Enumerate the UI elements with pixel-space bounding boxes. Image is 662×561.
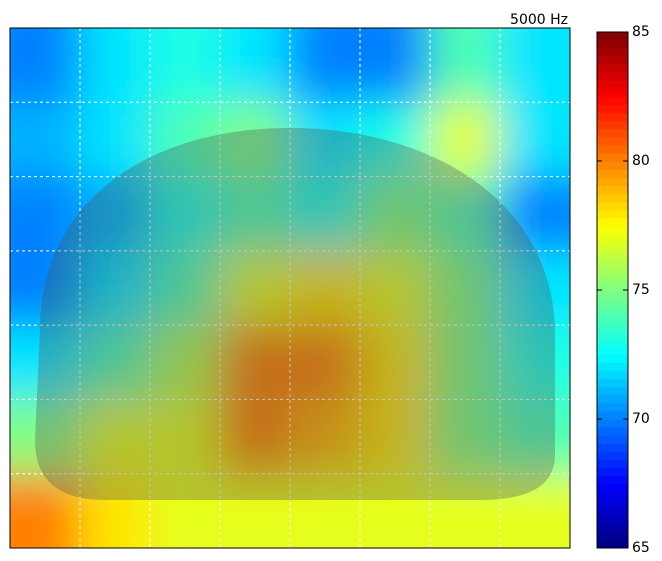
colorbar-step [597, 274, 628, 283]
heat-cell [430, 0, 501, 103]
colorbar-step [597, 508, 628, 517]
colorbar-step [597, 153, 628, 162]
colorbar-step [597, 371, 628, 380]
colorbar-step [597, 484, 628, 493]
colorbar-tick-label: 75 [632, 282, 650, 298]
colorbar-step [597, 427, 628, 436]
colorbar-step [597, 540, 628, 549]
colorbar-step [597, 524, 628, 533]
colorbar-step [597, 145, 628, 154]
heat-cell [80, 0, 151, 103]
colorbar-step [597, 467, 628, 476]
colorbar-step [597, 97, 628, 106]
colorbar-step [597, 121, 628, 130]
colorbar-step [597, 56, 628, 65]
colorbar-step [597, 266, 628, 275]
colorbar-tick-label: 70 [632, 411, 650, 427]
heat-cell [290, 0, 361, 103]
colorbar-step [597, 234, 628, 243]
colorbar-step [597, 363, 628, 372]
colorbar-step [597, 298, 628, 307]
colorbar-step [597, 193, 628, 202]
colorbar-step [597, 169, 628, 178]
colorbar-step [597, 475, 628, 484]
colorbar-step [597, 105, 628, 114]
colorbar-step [597, 355, 628, 364]
colorbar-step [597, 419, 628, 428]
heat-cell [500, 102, 611, 177]
colorbar-step [597, 306, 628, 315]
colorbar-step [597, 346, 628, 355]
colorbar-step [597, 435, 628, 444]
colorbar-step [597, 282, 628, 291]
colorbar-step [597, 516, 628, 525]
colorbar-step [597, 72, 628, 81]
colorbar-step [597, 113, 628, 122]
head-overlay [35, 128, 555, 500]
colorbar-step [597, 387, 628, 396]
colorbar-step [597, 403, 628, 412]
colorbar-step [597, 532, 628, 541]
colorbar-step [597, 443, 628, 452]
heat-cell [0, 0, 81, 103]
colorbar-step [597, 185, 628, 194]
colorbar-step [597, 459, 628, 468]
colorbar-step [597, 330, 628, 339]
colorbar-step [597, 80, 628, 89]
colorbar-step [597, 492, 628, 501]
colorbar-step [597, 64, 628, 73]
colorbar-step [597, 314, 628, 323]
colorbar-step [597, 217, 628, 226]
heat-cell [220, 0, 291, 103]
plot-area [0, 0, 611, 557]
colorbar-step [597, 226, 628, 235]
colorbar-step [597, 32, 628, 41]
colorbar-tick-label: 65 [632, 540, 650, 556]
colorbar-step [597, 411, 628, 420]
colorbar-step [597, 290, 628, 299]
heat-cell [360, 0, 431, 103]
colorbar-step [597, 129, 628, 138]
colorbar-step [597, 451, 628, 460]
colorbar-step [597, 322, 628, 331]
heat-cell [0, 102, 81, 177]
colorbar-step [597, 379, 628, 388]
colorbar-step [597, 209, 628, 218]
chart-title: 5000 Hz [510, 12, 568, 28]
chart: 5000 Hz 65 70 75 80 85 [0, 0, 662, 557]
colorbar-step [597, 395, 628, 404]
colorbar-step [597, 201, 628, 210]
colorbar-step [597, 500, 628, 509]
colorbar: 65 70 75 80 85 [597, 24, 650, 556]
colorbar-step [597, 177, 628, 186]
colorbar-step [597, 338, 628, 347]
colorbar-step [597, 88, 628, 97]
colorbar-step [597, 137, 628, 146]
colorbar-step [597, 48, 628, 57]
heat-cell [150, 0, 221, 103]
colorbar-tick-label: 85 [632, 24, 650, 40]
colorbar-step [597, 40, 628, 49]
colorbar-step [597, 242, 628, 251]
colorbar-step [597, 161, 628, 170]
colorbar-step [597, 250, 628, 259]
colorbar-step [597, 258, 628, 267]
colorbar-tick-label: 80 [632, 153, 650, 169]
